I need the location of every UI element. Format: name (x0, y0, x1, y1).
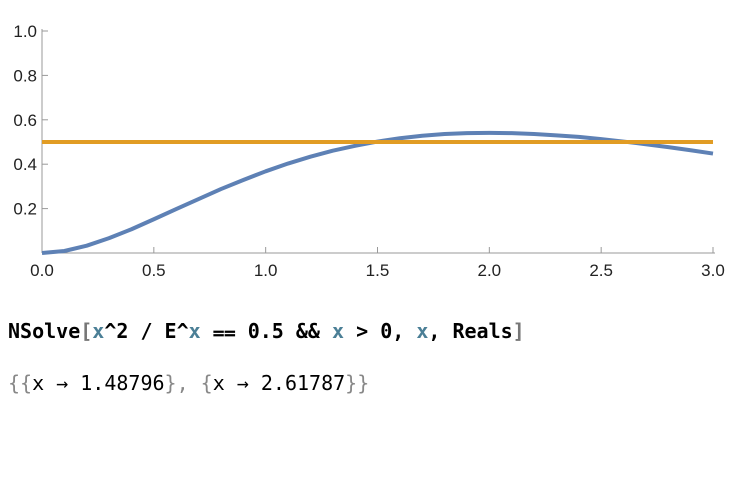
code-token: x (416, 319, 428, 343)
x-tick-label: 1.5 (366, 261, 390, 280)
x-tick-label: 3.0 (701, 261, 725, 280)
code-token: x (92, 319, 104, 343)
code-token: }} (345, 371, 369, 395)
code-token: ] (513, 319, 525, 343)
code-token: }, { (165, 371, 213, 395)
y-tick-label: 0.8 (13, 66, 37, 85)
code-token: x (189, 319, 201, 343)
line (41, 130, 714, 255)
code-token: ⩵ 0.5 && (201, 319, 332, 343)
code-token: NSolve (8, 319, 80, 343)
y-tick-label: 0.2 (13, 200, 37, 219)
x-tick-label: 2.0 (478, 261, 502, 280)
code-token: x → 1.48796 (32, 371, 164, 395)
x-tick-label: 2.5 (589, 261, 613, 280)
y-tick-label: 0.4 (13, 155, 37, 174)
input-cell: NSolve[x^2 / E^x ⩵ 0.5 && x > 0, x, Real… (8, 319, 525, 343)
x-tick-label: 1.0 (254, 261, 278, 280)
code-token: > 0, (344, 319, 416, 343)
code-token: {{ (8, 371, 32, 395)
code-token: ^2 / E^ (104, 319, 188, 343)
x-tick-label: 0.0 (30, 261, 54, 280)
code-token: [ (80, 319, 92, 343)
code-token: x (332, 319, 344, 343)
y-tick-label: 0.6 (13, 111, 37, 130)
code-token: x → 2.61787 (213, 371, 345, 395)
x-tick-label: 0.5 (142, 261, 166, 280)
output-cell: {{x → 1.48796}, {x → 2.61787}} (8, 371, 369, 395)
code-token: , Reals (428, 319, 512, 343)
y-tick-label: 1.0 (13, 22, 37, 41)
